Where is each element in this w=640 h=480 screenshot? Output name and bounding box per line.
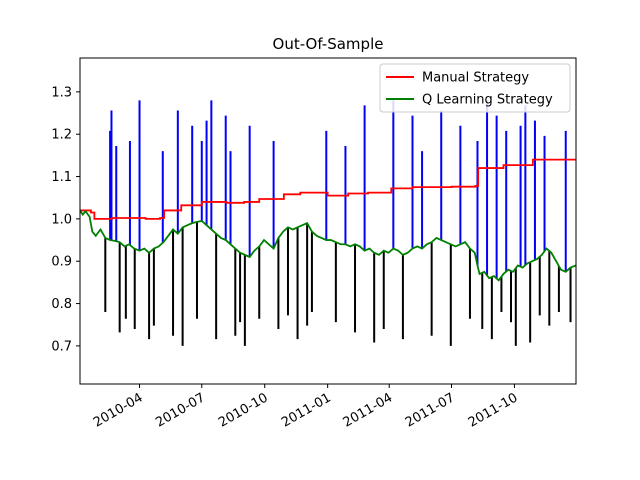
- y-tick-label: 0.7: [51, 339, 72, 354]
- legend-box: [379, 63, 571, 113]
- y-tick-label: 1.0: [51, 212, 72, 227]
- y-tick-label: 1.1: [51, 170, 72, 185]
- chart-title: Out-Of-Sample: [273, 35, 384, 53]
- y-tick-label: 0.8: [51, 297, 72, 312]
- plot-area: [79, 100, 577, 346]
- legend-label: Q Learning Strategy: [422, 93, 553, 108]
- y-tick-label: 1.3: [51, 85, 72, 100]
- q-learning-strategy-line: [79, 209, 577, 282]
- y-tick-label: 0.9: [51, 255, 72, 270]
- manual-strategy-line: [80, 158, 576, 220]
- y-tick-label: 1.2: [51, 128, 72, 143]
- legend-label: Manual Strategy: [422, 71, 529, 86]
- legend: Manual Strategy Q Learning Strategy: [379, 63, 571, 113]
